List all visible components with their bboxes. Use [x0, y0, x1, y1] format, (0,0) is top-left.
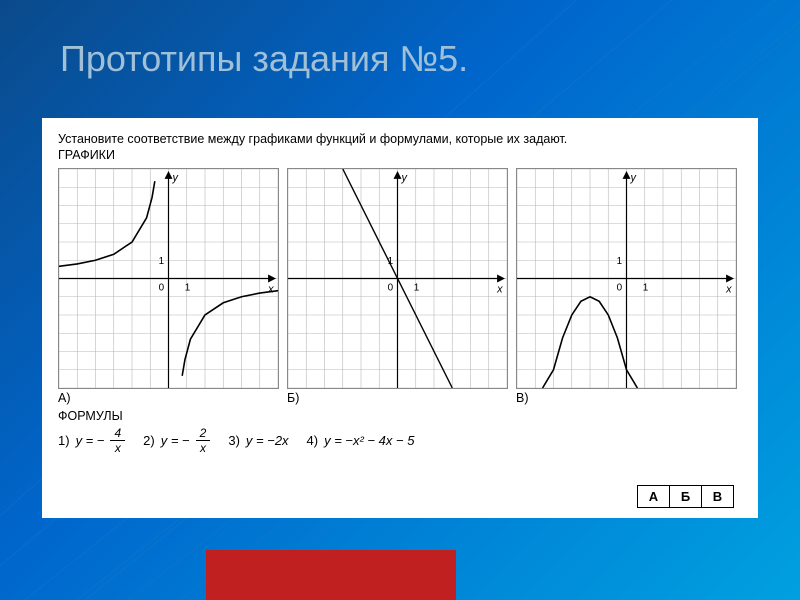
- formula-4-text: y = −x² − 4x − 5: [324, 433, 414, 448]
- formula-4: 4) y = −x² − 4x − 5: [307, 433, 415, 448]
- instruction-text: Установите соответствие между графиками …: [58, 132, 742, 146]
- answer-header-b: Б: [670, 486, 702, 508]
- formula-3-text: y = −2x: [246, 433, 289, 448]
- formula-2: 2) y = − 2 x: [143, 427, 210, 454]
- chart-b-letter: Б): [287, 391, 508, 405]
- chart-b-svg: yx011: [288, 169, 507, 388]
- svg-text:y: y: [171, 172, 178, 184]
- formula-2-num: 2): [143, 433, 155, 448]
- charts-row: y x 0 1 1 А) y x 0 1 1 Б) y x 0 1 1 В): [58, 168, 742, 405]
- answer-header-a: А: [638, 486, 670, 508]
- formulas-row: 1) y = − 4 x 2) y = − 2 x 3) y = −2x 4) …: [58, 427, 742, 454]
- svg-text:1: 1: [159, 256, 165, 267]
- answer-header-c: В: [702, 486, 734, 508]
- svg-text:1: 1: [185, 282, 191, 293]
- chart-c-letter: В): [516, 391, 737, 405]
- formula-2-prefix: y = −: [161, 433, 190, 448]
- formula-3: 3) y = −2x: [228, 433, 288, 448]
- answer-table: А Б В: [637, 485, 734, 508]
- content-panel: Установите соответствие между графиками …: [42, 118, 758, 518]
- svg-text:y: y: [629, 172, 636, 184]
- chart-a: y x 0 1 1 А): [58, 168, 279, 405]
- formulas-label: ФОРМУЛЫ: [58, 409, 742, 423]
- svg-text:x: x: [267, 283, 274, 295]
- graphs-label: ГРАФИКИ: [58, 148, 742, 162]
- svg-text:1: 1: [617, 256, 623, 267]
- chart-c-svg: y x 0 1 1: [517, 169, 736, 388]
- slide-title: Прототипы задания №5.: [60, 38, 468, 80]
- formula-1-frac: 4 x: [110, 427, 125, 454]
- svg-text:1: 1: [414, 282, 420, 293]
- svg-text:0: 0: [388, 282, 394, 293]
- chart-a-letter: А): [58, 391, 279, 405]
- svg-text:x: x: [496, 283, 503, 295]
- formula-3-num: 3): [228, 433, 240, 448]
- formula-1: 1) y = − 4 x: [58, 427, 125, 454]
- svg-text:x: x: [725, 283, 732, 295]
- formula-1-num: 1): [58, 433, 70, 448]
- svg-text:1: 1: [643, 282, 649, 293]
- formula-4-num: 4): [307, 433, 319, 448]
- chart-b: yx011 Б): [287, 168, 508, 405]
- red-accent-bar: [206, 550, 456, 600]
- svg-text:0: 0: [159, 282, 165, 293]
- formula-2-frac: 2 x: [196, 427, 211, 454]
- chart-a-svg: y x 0 1 1: [59, 169, 278, 388]
- svg-text:y: y: [400, 172, 407, 184]
- svg-text:0: 0: [617, 282, 623, 293]
- chart-c: y x 0 1 1 В): [516, 168, 737, 405]
- formula-1-prefix: y = −: [76, 433, 105, 448]
